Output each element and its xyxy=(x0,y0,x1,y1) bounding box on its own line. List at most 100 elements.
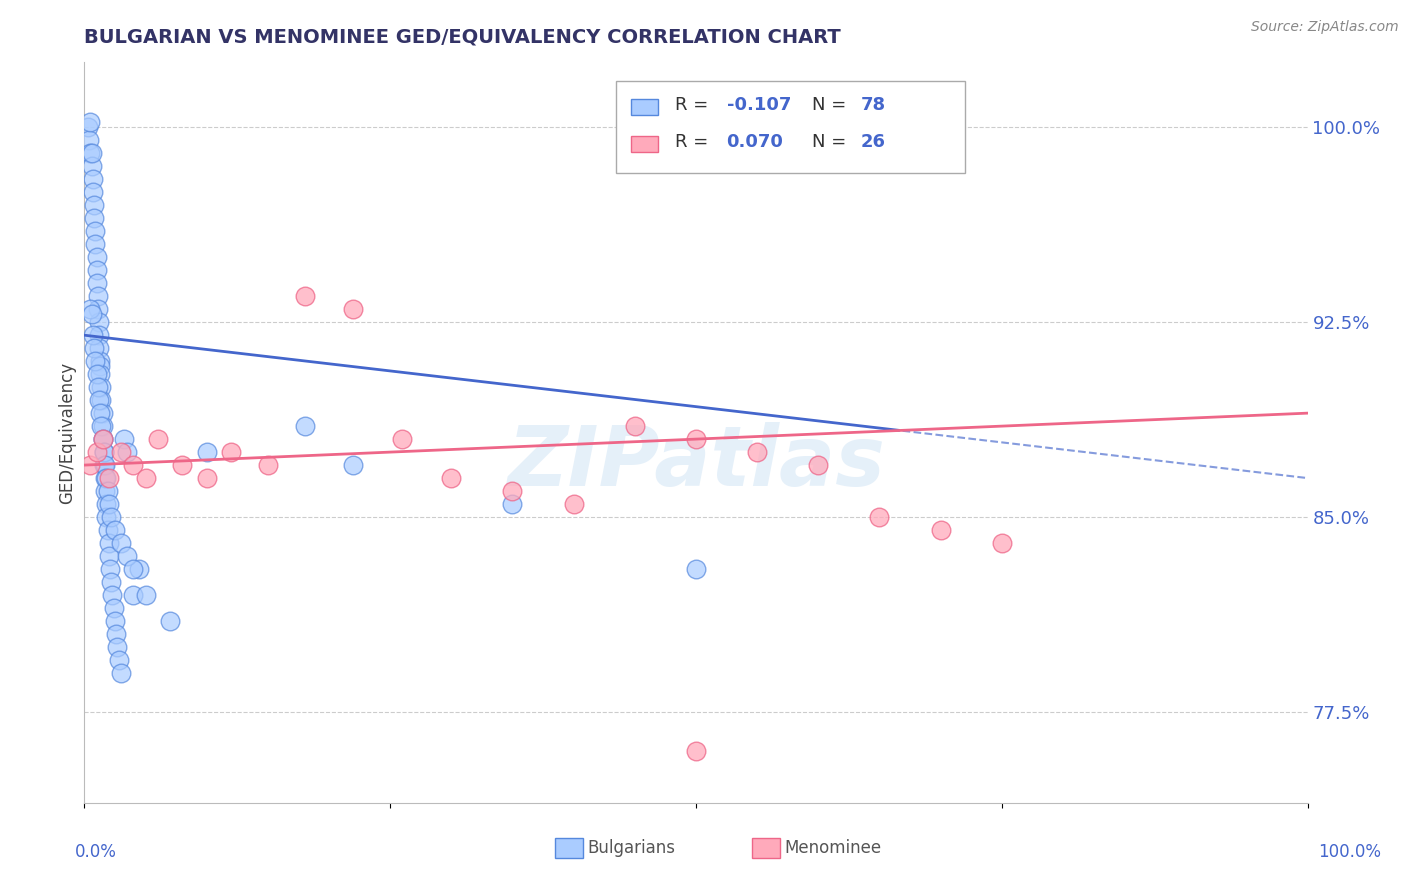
Point xyxy=(105,640,128,654)
Point xyxy=(685,744,707,758)
Point xyxy=(87,341,110,355)
Point xyxy=(104,523,127,537)
Point xyxy=(86,277,108,291)
Point xyxy=(103,601,125,615)
Point xyxy=(502,497,524,511)
Text: -0.107: -0.107 xyxy=(727,96,792,114)
Point xyxy=(86,250,108,264)
Point xyxy=(84,354,107,368)
Y-axis label: GED/Equivalency: GED/Equivalency xyxy=(58,361,76,504)
Point xyxy=(77,133,100,147)
Point xyxy=(97,523,120,537)
Point xyxy=(146,432,169,446)
Point xyxy=(502,484,524,499)
Text: 78: 78 xyxy=(860,96,886,114)
Point xyxy=(112,432,135,446)
Point xyxy=(991,536,1014,550)
Point xyxy=(87,393,110,408)
Point xyxy=(86,367,108,381)
FancyBboxPatch shape xyxy=(631,99,658,115)
Point xyxy=(98,562,121,576)
Text: Menominee: Menominee xyxy=(785,839,882,857)
Point xyxy=(110,445,132,459)
Point xyxy=(135,588,157,602)
Point xyxy=(90,419,112,434)
Point xyxy=(79,458,101,472)
Point xyxy=(91,432,114,446)
Text: 100.0%: 100.0% xyxy=(1319,843,1381,861)
Point xyxy=(869,510,891,524)
Point xyxy=(110,536,132,550)
Point xyxy=(97,536,120,550)
Point xyxy=(440,471,463,485)
Point xyxy=(80,307,103,321)
Point xyxy=(82,328,104,343)
Point xyxy=(89,359,111,374)
Point xyxy=(91,432,114,446)
Point xyxy=(96,510,118,524)
Point xyxy=(104,614,127,628)
Point xyxy=(96,497,118,511)
Point xyxy=(172,458,194,472)
Point xyxy=(93,458,115,472)
Point xyxy=(87,289,110,303)
Point xyxy=(97,484,120,499)
Point xyxy=(101,588,124,602)
Text: 0.070: 0.070 xyxy=(727,134,783,152)
Point xyxy=(79,115,101,129)
Point xyxy=(87,380,110,394)
Point xyxy=(84,237,107,252)
Point xyxy=(91,432,114,446)
Text: 0.0%: 0.0% xyxy=(75,843,117,861)
FancyBboxPatch shape xyxy=(616,81,965,173)
Point xyxy=(107,653,129,667)
Point xyxy=(624,419,647,434)
Point xyxy=(86,263,108,277)
Point xyxy=(135,471,157,485)
Point xyxy=(96,471,118,485)
Point xyxy=(294,289,316,303)
Point xyxy=(685,562,707,576)
Text: 26: 26 xyxy=(860,134,886,152)
Point xyxy=(90,393,112,408)
Point xyxy=(82,186,104,200)
Point xyxy=(342,302,364,317)
Point xyxy=(342,458,364,472)
Point xyxy=(294,419,316,434)
Point xyxy=(93,445,115,459)
Text: R =: R = xyxy=(675,96,714,114)
Point xyxy=(195,471,218,485)
Point xyxy=(89,406,111,420)
Point xyxy=(83,341,105,355)
Point xyxy=(115,445,138,459)
Point xyxy=(122,588,145,602)
Text: Source: ZipAtlas.com: Source: ZipAtlas.com xyxy=(1251,20,1399,34)
FancyBboxPatch shape xyxy=(631,136,658,152)
Point xyxy=(91,406,114,420)
Point xyxy=(87,315,110,329)
Point xyxy=(257,458,280,472)
Point xyxy=(807,458,830,472)
Point xyxy=(94,458,117,472)
Point xyxy=(100,510,122,524)
Point xyxy=(195,445,218,459)
Text: ZIPatlas: ZIPatlas xyxy=(508,422,884,503)
Point xyxy=(86,445,108,459)
Point xyxy=(93,445,115,459)
Point xyxy=(115,549,138,563)
Point xyxy=(219,445,242,459)
Point xyxy=(105,627,128,641)
Point xyxy=(159,614,181,628)
Text: Bulgarians: Bulgarians xyxy=(588,839,676,857)
Point xyxy=(91,419,114,434)
Text: N =: N = xyxy=(813,134,852,152)
Point xyxy=(94,471,117,485)
Point xyxy=(97,497,120,511)
Point xyxy=(110,665,132,680)
Point xyxy=(87,328,110,343)
Text: N =: N = xyxy=(813,96,852,114)
Point xyxy=(122,562,145,576)
Point xyxy=(929,523,952,537)
Text: R =: R = xyxy=(675,134,714,152)
Point xyxy=(90,380,112,394)
